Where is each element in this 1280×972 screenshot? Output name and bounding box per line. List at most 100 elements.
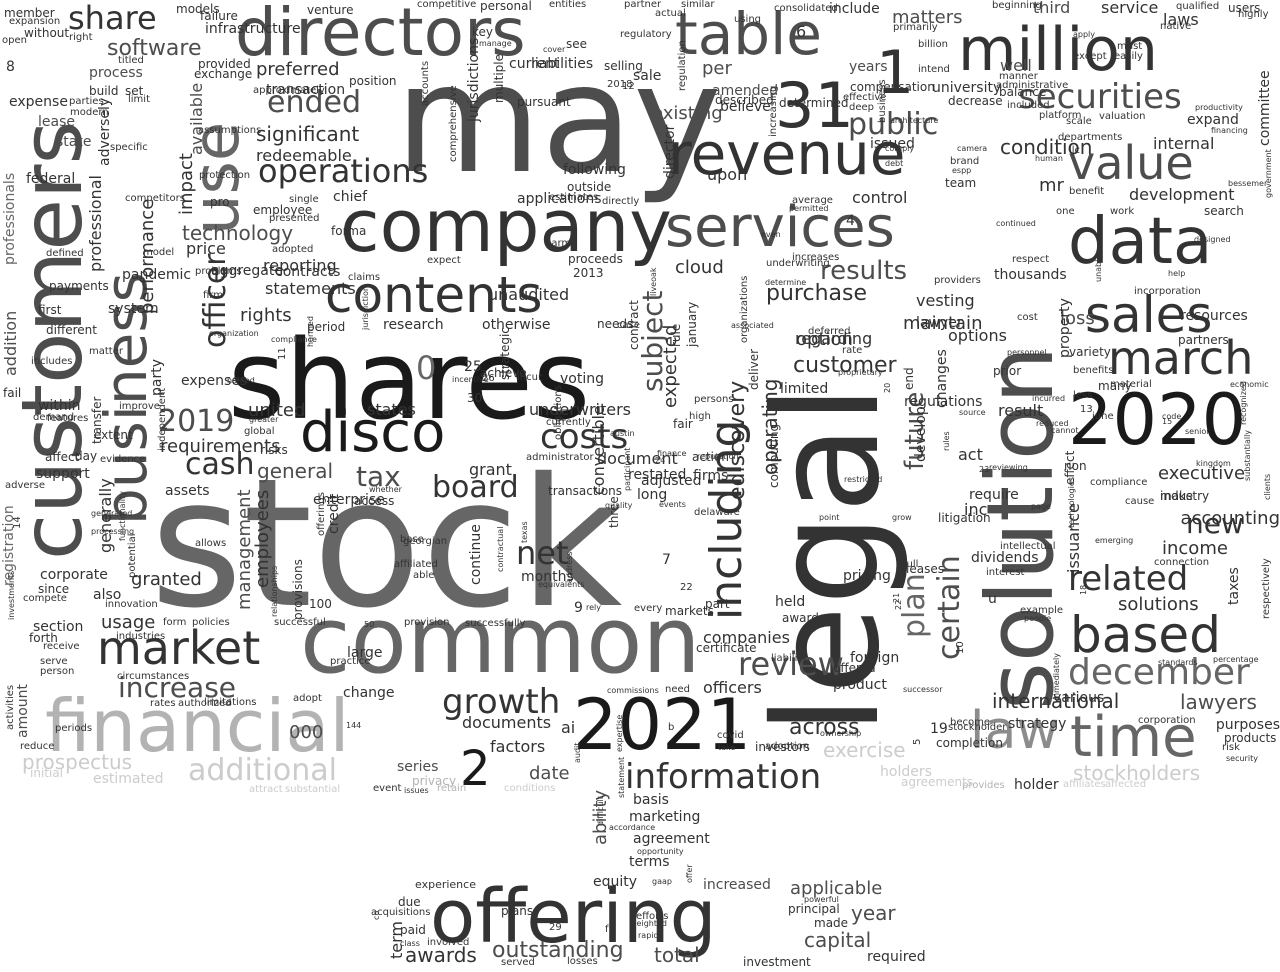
cloud-word-stockholder: stockholder [948, 722, 1007, 733]
cloud-word-payments: payments [49, 279, 109, 293]
cloud-word-expenses: expenses [181, 373, 248, 389]
cloud-word-equity: equity [593, 874, 638, 890]
cloud-word-accordance: accordance [609, 823, 656, 832]
cloud-word-executive: executive [1158, 463, 1246, 484]
cloud-word-lease: lease [38, 114, 75, 130]
cloud-word-named: named [227, 376, 255, 385]
cloud-word-retain: retain [437, 783, 467, 794]
cloud-word-may: may [395, 33, 722, 207]
cloud-word-significant: significant [256, 122, 360, 146]
cloud-word-human: human [1035, 154, 1063, 163]
cloud-word-build: build [89, 84, 119, 98]
cloud-word-failure: failure [200, 9, 238, 23]
cloud-word-2020: 2020 [1068, 379, 1247, 461]
cloud-word-potential: potential [127, 533, 138, 578]
cloud-word-described: described [715, 93, 774, 107]
cloud-word-full: full [903, 559, 919, 570]
cloud-word-offering: offering [430, 874, 717, 960]
cloud-word-reporting: reporting [263, 256, 337, 275]
cloud-word-100: 100 [309, 597, 332, 611]
cloud-word-22-2: 22 [894, 599, 903, 610]
cloud-word-15: 15 [1162, 417, 1173, 426]
cloud-word-personal: personal [480, 0, 532, 13]
cloud-word-regarding: regarding [795, 329, 873, 348]
cloud-word-debt: debt [885, 159, 904, 168]
cloud-word-rules: rules [942, 431, 951, 451]
cloud-word-privacy: privacy [412, 774, 457, 788]
cloud-word-voting: voting [560, 371, 604, 387]
cloud-word-currently: currently [546, 417, 591, 428]
cloud-word-whether: whether [369, 485, 402, 494]
cloud-word-6: 6 [796, 22, 807, 41]
cloud-word-regulatory: regulatory [620, 29, 672, 40]
cloud-word-offered: offered [833, 661, 876, 675]
cloud-word-purchase: purchase [766, 281, 867, 306]
cloud-word-required: required [867, 949, 926, 965]
cloud-word-quality: quality [605, 501, 633, 510]
cloud-word-benefit: benefit [1069, 186, 1105, 197]
cloud-word-restated: restated [628, 467, 687, 483]
cloud-word-firms: firms [693, 468, 729, 484]
cloud-word-exchange: exchange [194, 67, 253, 81]
cloud-word-cash: cash [185, 447, 255, 482]
cloud-word-texas: texas [520, 521, 529, 543]
cloud-word-paid: paid [400, 923, 426, 937]
cloud-word-action: action [692, 450, 729, 464]
cloud-word-connection: connection [1154, 557, 1210, 568]
cloud-word-per: per [702, 58, 732, 79]
cloud-word-persons: persons [694, 394, 734, 405]
cloud-word-reduce: reduce [20, 741, 55, 752]
cloud-word-26: 26 [482, 373, 495, 384]
cloud-word-agreement: agreement [633, 831, 710, 847]
cloud-word-issues: issues [404, 786, 429, 795]
cloud-word-mr: mr [1039, 175, 1064, 196]
cloud-word-sale: sale [633, 68, 662, 84]
cloud-word-modern: modern [70, 107, 109, 118]
cloud-word-venture: venture [307, 3, 354, 17]
cloud-word-company: company [340, 184, 672, 268]
cloud-word-affect: affect [45, 450, 80, 464]
cloud-word-u: u [988, 591, 997, 607]
cloud-word-affected: affected [1105, 779, 1147, 790]
cloud-word-continued: continued [996, 219, 1036, 228]
cloud-word-deliver: deliver [747, 348, 761, 390]
cloud-word-search: search [1204, 204, 1244, 218]
cloud-word-titled: titled [118, 55, 144, 66]
cloud-word-certificate: certificate [696, 641, 757, 655]
cloud-word-since: since [38, 582, 70, 596]
cloud-word-25: 25 [464, 359, 482, 375]
cloud-word-jurisdiction: jurisdiction [361, 286, 370, 330]
cloud-word-underwriting: underwriting [766, 258, 830, 269]
cloud-word-following: following [563, 162, 626, 178]
cloud-word-control: control [852, 188, 908, 207]
cloud-word-outstanding: outstanding [492, 938, 624, 963]
cloud-word-made: made [814, 916, 849, 930]
cloud-word-awards: awards [405, 943, 477, 967]
cloud-word-easily: easily [1114, 51, 1143, 62]
cloud-word-defined: defined [46, 248, 84, 259]
cloud-word-right: right [69, 32, 93, 43]
cloud-word-case: case [617, 320, 640, 331]
cloud-word-delaware: delaware [694, 507, 740, 518]
cloud-word-credit: credit [326, 493, 342, 534]
cloud-word-industry: industry [1160, 489, 1210, 503]
cloud-word-users: users [1228, 1, 1261, 15]
cloud-word-experience: experience [415, 878, 476, 891]
cloud-word-manage: manage [479, 39, 512, 48]
cloud-word-unable: unable [1094, 254, 1103, 282]
cloud-word-solutions: solutions [1118, 594, 1199, 615]
cloud-word-determine: determine [765, 278, 807, 287]
cloud-word-144: 144 [346, 721, 362, 730]
cloud-word-proceeds: proceeds [568, 252, 623, 266]
cloud-word-due: due [398, 895, 421, 909]
cloud-word-every: every [634, 603, 663, 614]
cloud-word-0: 0 [416, 349, 437, 387]
cloud-word-primarily: primarily [893, 22, 938, 33]
cloud-word-accounts: accounts [420, 60, 431, 106]
cloud-word-balance: balance [999, 85, 1047, 99]
cloud-word-austin: austin [610, 429, 635, 438]
cloud-word-options: options [948, 326, 1007, 345]
cloud-word-interest: interest [986, 567, 1025, 578]
cloud-word-matters: matters [892, 7, 963, 28]
cloud-word-year: year [851, 901, 896, 925]
